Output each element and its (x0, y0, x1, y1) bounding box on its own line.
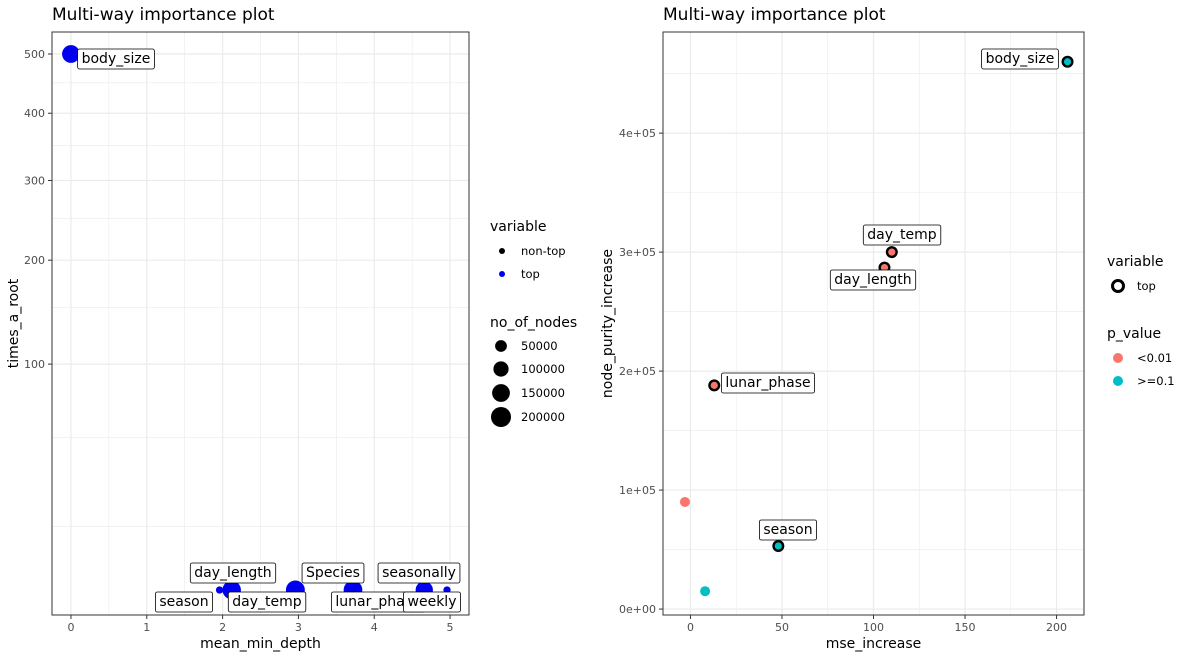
panel-1-point-label: seasonally (382, 565, 456, 581)
panel-2-point (679, 496, 690, 507)
panel-2-y-axis-title: node_purity_increase (600, 249, 616, 398)
panel-2-legend-key-top (1111, 279, 1125, 293)
panel-2-legend-label: top (1137, 279, 1156, 293)
panel-2-legend-label: >=0.1 (1137, 374, 1175, 388)
panel-2-point-label-box (720, 372, 816, 394)
panel-2-point (710, 381, 718, 389)
panel-2-point-label: day_length (834, 272, 911, 288)
panel-1-point-label: Species (306, 565, 360, 581)
panel-1-y-tick-label: 100 (24, 358, 45, 371)
panel-2-point (700, 586, 711, 597)
panel-2-x-tick-label: 200 (1046, 621, 1067, 634)
panel-1-x-tick-label: 2 (219, 621, 226, 634)
panel-1-x-tick-label: 4 (371, 621, 378, 634)
panel-2-point-label: body_size (986, 51, 1055, 67)
panel-2-x-axis-title: mse_increase (826, 636, 922, 652)
panel-2-y-tick-label: 2e+05 (619, 365, 656, 378)
panel-1-legend-label: non-top (521, 244, 566, 258)
panel-2-point-label-box (981, 48, 1059, 70)
panel-2-y-tick-label: 4e+05 (619, 127, 656, 140)
panel-1-legend-label: 200000 (521, 410, 565, 424)
panel-1-x-tick-label: 0 (67, 621, 74, 634)
panel-2-point (1063, 58, 1072, 66)
panel-2-point-label-box (829, 269, 917, 291)
panel-2-point-label-box (862, 224, 942, 246)
panel-1-point-label-box (189, 562, 277, 584)
panel-2-legend-label: <0.01 (1137, 351, 1172, 365)
panel-2-legend-title-pvalue: p_value (1107, 326, 1161, 342)
panel-2-legend-key-low (1113, 353, 1123, 363)
panel-1-point-label-box (301, 562, 365, 584)
panel-2-legend-title-variable: variable (1107, 254, 1163, 270)
panel-1-x-tick-label: 3 (295, 621, 302, 634)
panel-2-x-tick-label: 0 (687, 621, 694, 634)
panel-1-point-label: body_size (82, 51, 151, 67)
panel-1-point-label: weekly (408, 594, 457, 610)
panel-2-point (774, 542, 782, 550)
panel-1-point-label-box (403, 591, 461, 613)
panel-2-point-label: season (763, 522, 812, 538)
panel-1-point-label-box (227, 591, 307, 613)
panel-1-x-tick-label: 1 (143, 621, 150, 634)
panel-1-legend-label: 50000 (521, 339, 558, 353)
panel-2-point-label-box (758, 519, 818, 541)
panel-1-border (51, 31, 470, 616)
panel-1-x-axis-title: mean_min_depth (200, 636, 321, 652)
panel-2-x-tick-label: 50 (775, 621, 789, 634)
panel-2-point (888, 248, 896, 256)
panel-2-y-tick-label: 3e+05 (619, 246, 656, 259)
panel-2-point (880, 263, 889, 272)
panel-1-point-label-box (377, 562, 461, 584)
panel-1-point-label: lunar_phase (335, 594, 420, 610)
panel-1-legend-label: 150000 (521, 386, 565, 400)
panel-1-x-tick-label: 5 (447, 621, 454, 634)
panel-2-border (662, 31, 1085, 616)
panel-1-point-label-box (154, 591, 214, 613)
panel-2-x-tick-label: 100 (863, 621, 884, 634)
panel-1-legend-key-size (493, 361, 509, 377)
panel-1-legend-key-size (492, 384, 510, 402)
panel-1-legend-key-top (499, 271, 505, 277)
panel-1-point-label: day_temp (232, 594, 301, 610)
panel-1-point-label-box (77, 48, 155, 70)
panel-1-y-tick-label: 200 (24, 254, 45, 267)
panel-1-legend-key-size (491, 407, 511, 427)
panel-1-legend-label: 100000 (521, 362, 565, 376)
panel-1-title: Multi-way importance plot (52, 5, 275, 25)
panel-1-y-tick-label: 300 (24, 174, 45, 187)
panel-2-y-tick-label: 0e+00 (619, 603, 656, 616)
panel-1-point-label: day_length (194, 565, 271, 581)
panel-1-legend-title-variable: variable (490, 219, 546, 235)
panel-1-point (215, 586, 224, 594)
panel-1-y-tick-label: 400 (24, 107, 45, 120)
panel-1-y-axis-title: times_a_root (6, 278, 22, 368)
panel-1-point (62, 45, 80, 63)
panel-1-legend-key-size (495, 340, 507, 352)
panel-1-legend-title-size: no_of_nodes (490, 315, 577, 331)
panel-2-title: Multi-way importance plot (663, 5, 886, 25)
panel-1-point-label: season (159, 594, 208, 610)
panel-2-legend-key-high (1113, 376, 1123, 386)
panel-1-y-tick-label: 500 (24, 48, 45, 61)
panel-2-point-label: lunar_phase (725, 375, 810, 391)
panel-2-y-tick-label: 1e+05 (619, 484, 656, 497)
panel-2-x-tick-label: 150 (955, 621, 976, 634)
panel-2-point-label: day_temp (867, 227, 936, 243)
panel-1-legend-label: top (521, 267, 540, 281)
panel-1-legend-key-non-top (499, 248, 505, 254)
